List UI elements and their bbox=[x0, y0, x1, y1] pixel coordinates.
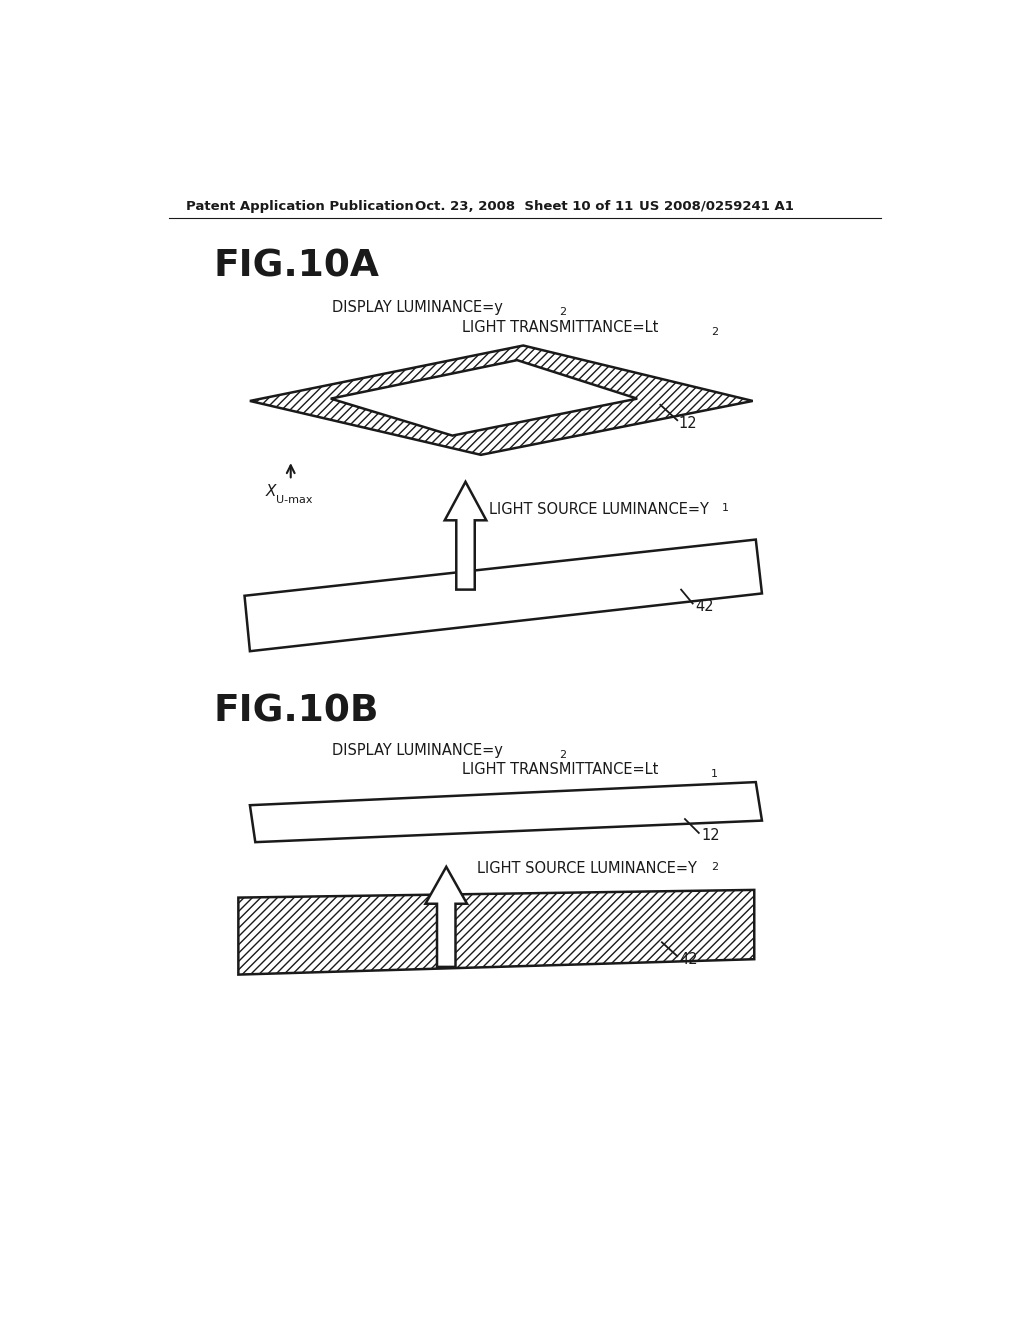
Polygon shape bbox=[250, 346, 753, 455]
Text: FIG.10B: FIG.10B bbox=[214, 693, 379, 729]
Text: U-max: U-max bbox=[276, 495, 312, 504]
Text: 2: 2 bbox=[711, 862, 718, 873]
Polygon shape bbox=[331, 360, 637, 436]
Text: 2: 2 bbox=[559, 750, 566, 760]
Text: 1: 1 bbox=[722, 503, 729, 513]
Text: DISPLAY LUMINANCE=y: DISPLAY LUMINANCE=y bbox=[333, 301, 503, 315]
Text: 42: 42 bbox=[680, 952, 698, 966]
Text: LIGHT TRANSMITTANCE=Lt: LIGHT TRANSMITTANCE=Lt bbox=[462, 319, 658, 335]
Text: 12: 12 bbox=[701, 829, 720, 843]
Text: 1: 1 bbox=[711, 770, 718, 780]
Polygon shape bbox=[425, 867, 467, 966]
Polygon shape bbox=[444, 482, 486, 590]
Polygon shape bbox=[250, 781, 762, 842]
Text: FIG.10A: FIG.10A bbox=[214, 248, 380, 284]
Text: X: X bbox=[265, 484, 275, 499]
Text: 2: 2 bbox=[711, 327, 718, 337]
Text: Oct. 23, 2008  Sheet 10 of 11: Oct. 23, 2008 Sheet 10 of 11 bbox=[416, 199, 634, 213]
Polygon shape bbox=[239, 890, 755, 974]
Text: Patent Application Publication: Patent Application Publication bbox=[186, 199, 414, 213]
Text: 2: 2 bbox=[559, 308, 566, 318]
Text: 12: 12 bbox=[679, 416, 697, 430]
Text: US 2008/0259241 A1: US 2008/0259241 A1 bbox=[639, 199, 794, 213]
Text: LIGHT SOURCE LUMINANCE=Y: LIGHT SOURCE LUMINANCE=Y bbox=[477, 861, 697, 876]
Polygon shape bbox=[245, 540, 762, 651]
Text: DISPLAY LUMINANCE=y: DISPLAY LUMINANCE=y bbox=[333, 743, 503, 758]
Text: LIGHT TRANSMITTANCE=Lt: LIGHT TRANSMITTANCE=Lt bbox=[462, 763, 658, 777]
Text: LIGHT SOURCE LUMINANCE=Y: LIGHT SOURCE LUMINANCE=Y bbox=[489, 502, 710, 517]
Text: 42: 42 bbox=[695, 599, 714, 614]
